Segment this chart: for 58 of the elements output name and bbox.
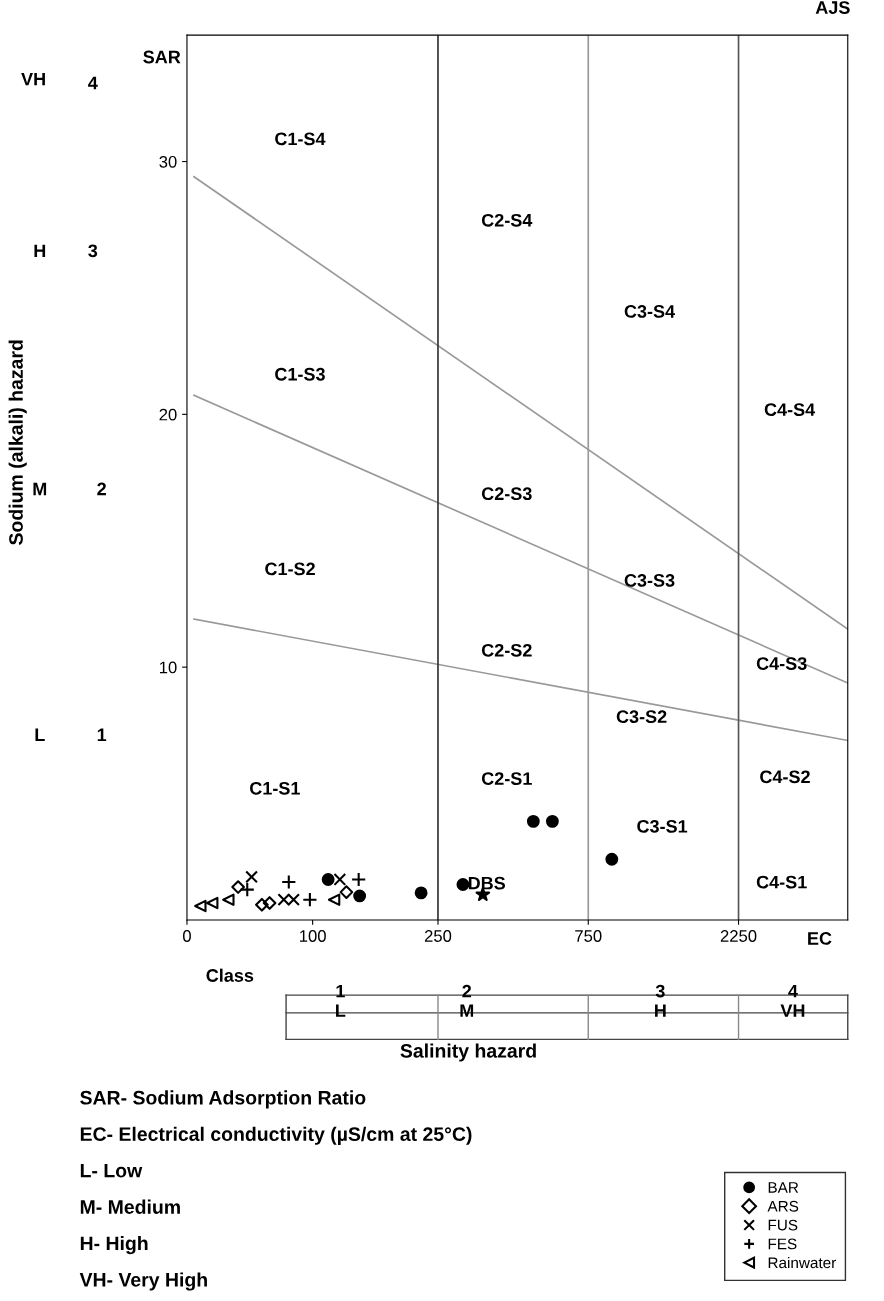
text: M- Medium xyxy=(80,1199,180,1214)
text: SAR xyxy=(143,50,181,64)
text: H- High xyxy=(80,1235,148,1255)
annotation: C2-S1 xyxy=(481,772,532,785)
annotation: DBS xyxy=(468,876,506,890)
text: VH xyxy=(780,1004,805,1017)
annotation: C1-S3 xyxy=(275,367,325,381)
text: 2 xyxy=(97,482,106,496)
legend-label: BAR xyxy=(768,1182,799,1193)
annotation: C2-S3 xyxy=(481,487,532,501)
annotation: C4-S3 xyxy=(756,657,807,670)
annotation: C2-S2 xyxy=(481,643,532,657)
annotation: C1-S1 xyxy=(250,781,300,795)
annotation: C4-S1 xyxy=(756,875,807,889)
text: L xyxy=(336,1004,346,1017)
annotation: C4-S4 xyxy=(764,403,816,417)
annotation: C3-S2 xyxy=(616,710,667,724)
text: Sodium (alkali) hazard xyxy=(8,340,27,545)
x-tick-label: 0 xyxy=(182,930,191,942)
text: Class xyxy=(206,968,254,982)
text: 3 xyxy=(655,984,665,998)
text: AJS xyxy=(815,1,850,14)
annotation: C3-S1 xyxy=(637,819,688,833)
x-tick-label: 250 xyxy=(424,930,452,942)
legend-label: FUS xyxy=(768,1219,798,1231)
text: M xyxy=(33,482,47,496)
annotation: C1-S4 xyxy=(275,132,326,146)
text: 3 xyxy=(88,244,98,258)
x-tick-label: 750 xyxy=(575,930,602,942)
text: L- Low xyxy=(80,1163,143,1178)
legend-label: FES xyxy=(768,1238,797,1250)
annotation: C1-S2 xyxy=(265,562,315,576)
text: SAR- Sodium Adsorption Ratio xyxy=(80,1090,366,1109)
text: M xyxy=(460,1004,474,1017)
x-tick-label: 2250 xyxy=(720,930,757,942)
text: EC xyxy=(808,932,832,945)
text: L xyxy=(35,728,45,742)
text: H xyxy=(655,1004,666,1017)
text: Salinity hazard xyxy=(400,1043,536,1062)
text: H xyxy=(34,244,46,258)
legend-label: ARS xyxy=(767,1200,799,1212)
text: 4 xyxy=(88,76,98,90)
x-tick-label: 100 xyxy=(300,930,326,942)
text: 4 xyxy=(788,984,798,998)
text: 2 xyxy=(462,984,472,998)
y-tick-label: 10 xyxy=(159,661,177,674)
annotation: C3-S4 xyxy=(624,305,676,318)
text: EC- Electrical conductivity (µS/cm at 25°C) xyxy=(80,1126,472,1145)
annotation: C4-S2 xyxy=(760,770,810,784)
legend-label: Rainwater xyxy=(768,1256,836,1269)
text: 1 xyxy=(97,728,107,742)
y-tick-label: 20 xyxy=(159,408,177,421)
y-tick-label: 30 xyxy=(159,155,177,168)
text: VH- Very High xyxy=(79,1272,207,1291)
text: 1 xyxy=(336,984,345,998)
annotation: C3-S3 xyxy=(624,574,675,587)
text: VH xyxy=(21,72,45,86)
annotation: C2-S4 xyxy=(481,213,533,227)
